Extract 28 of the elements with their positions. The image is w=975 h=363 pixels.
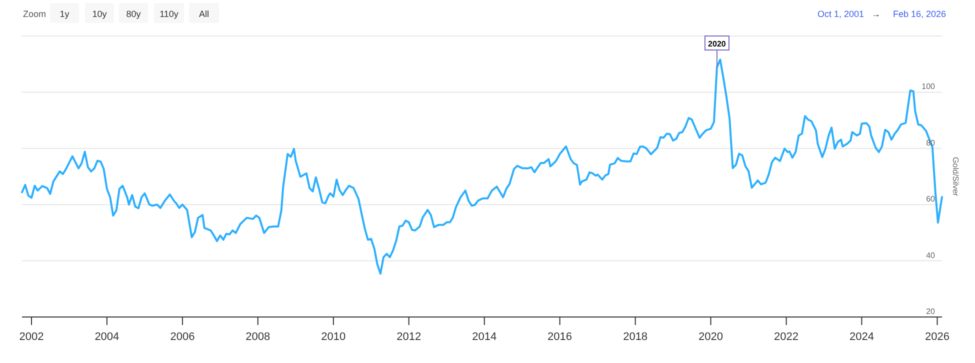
x-tick-label: 2002 <box>19 331 44 343</box>
x-tick-label: 2022 <box>774 331 799 343</box>
x-tick-label: 2008 <box>246 331 270 343</box>
y-axis-title: Gold/Silver <box>951 156 960 196</box>
x-tick-label: 2026 <box>925 331 950 343</box>
x-tick-label: 2014 <box>472 331 497 343</box>
y-tick-label: 100 <box>922 82 936 92</box>
y-tick-label: 60 <box>926 194 936 204</box>
text: Feb 16, 2026 <box>892 9 946 19</box>
annotation: 2020 <box>708 40 726 48</box>
range-button: All <box>189 3 219 23</box>
y-tick-label: 40 <box>926 250 936 260</box>
x-tick-label: 2006 <box>170 331 195 343</box>
x-tick-label: 2018 <box>623 331 648 343</box>
text: Oct 1, 2001 <box>817 9 864 19</box>
y-tick-label: 20 <box>926 307 936 316</box>
text: → <box>872 9 880 19</box>
text: Zoom <box>23 9 46 19</box>
x-tick-label: 2020 <box>698 331 723 343</box>
x-tick-label: 2012 <box>396 331 422 343</box>
x-tick-label: 2024 <box>849 331 874 343</box>
range-button: 110y <box>154 3 184 23</box>
range-button: 80y <box>119 3 148 23</box>
x-tick-label: 2004 <box>94 331 120 343</box>
x-tick-label: 2010 <box>321 331 346 343</box>
range-button: 1y <box>50 3 79 23</box>
range-button: 10y <box>85 3 114 23</box>
x-tick-label: 2016 <box>548 331 572 343</box>
